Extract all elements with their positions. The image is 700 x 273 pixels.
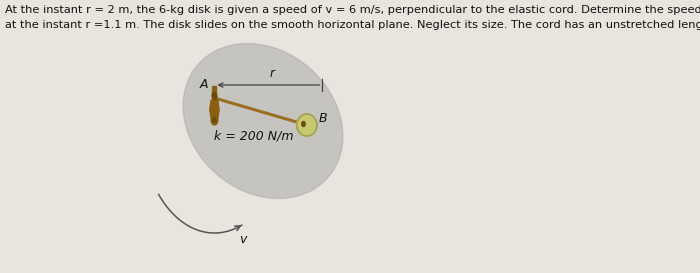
- Circle shape: [212, 93, 217, 99]
- Text: at the instant r =1.1 m. The disk slides on the smooth horizontal plane. Neglect: at the instant r =1.1 m. The disk slides…: [6, 20, 700, 30]
- Polygon shape: [210, 100, 219, 118]
- Text: At the instant r = 2 m, the 6-kg disk is given a speed of v = 6 m/s, perpendicul: At the instant r = 2 m, the 6-kg disk is…: [6, 5, 700, 15]
- Text: v: v: [239, 233, 247, 246]
- Circle shape: [213, 117, 216, 123]
- Ellipse shape: [297, 114, 317, 136]
- Text: B: B: [319, 112, 328, 126]
- Text: A: A: [200, 78, 209, 91]
- Circle shape: [211, 115, 218, 125]
- Circle shape: [302, 121, 305, 126]
- Text: r: r: [270, 67, 274, 80]
- Ellipse shape: [183, 43, 343, 198]
- Polygon shape: [212, 86, 216, 96]
- Text: k = 200 N/m: k = 200 N/m: [214, 129, 293, 143]
